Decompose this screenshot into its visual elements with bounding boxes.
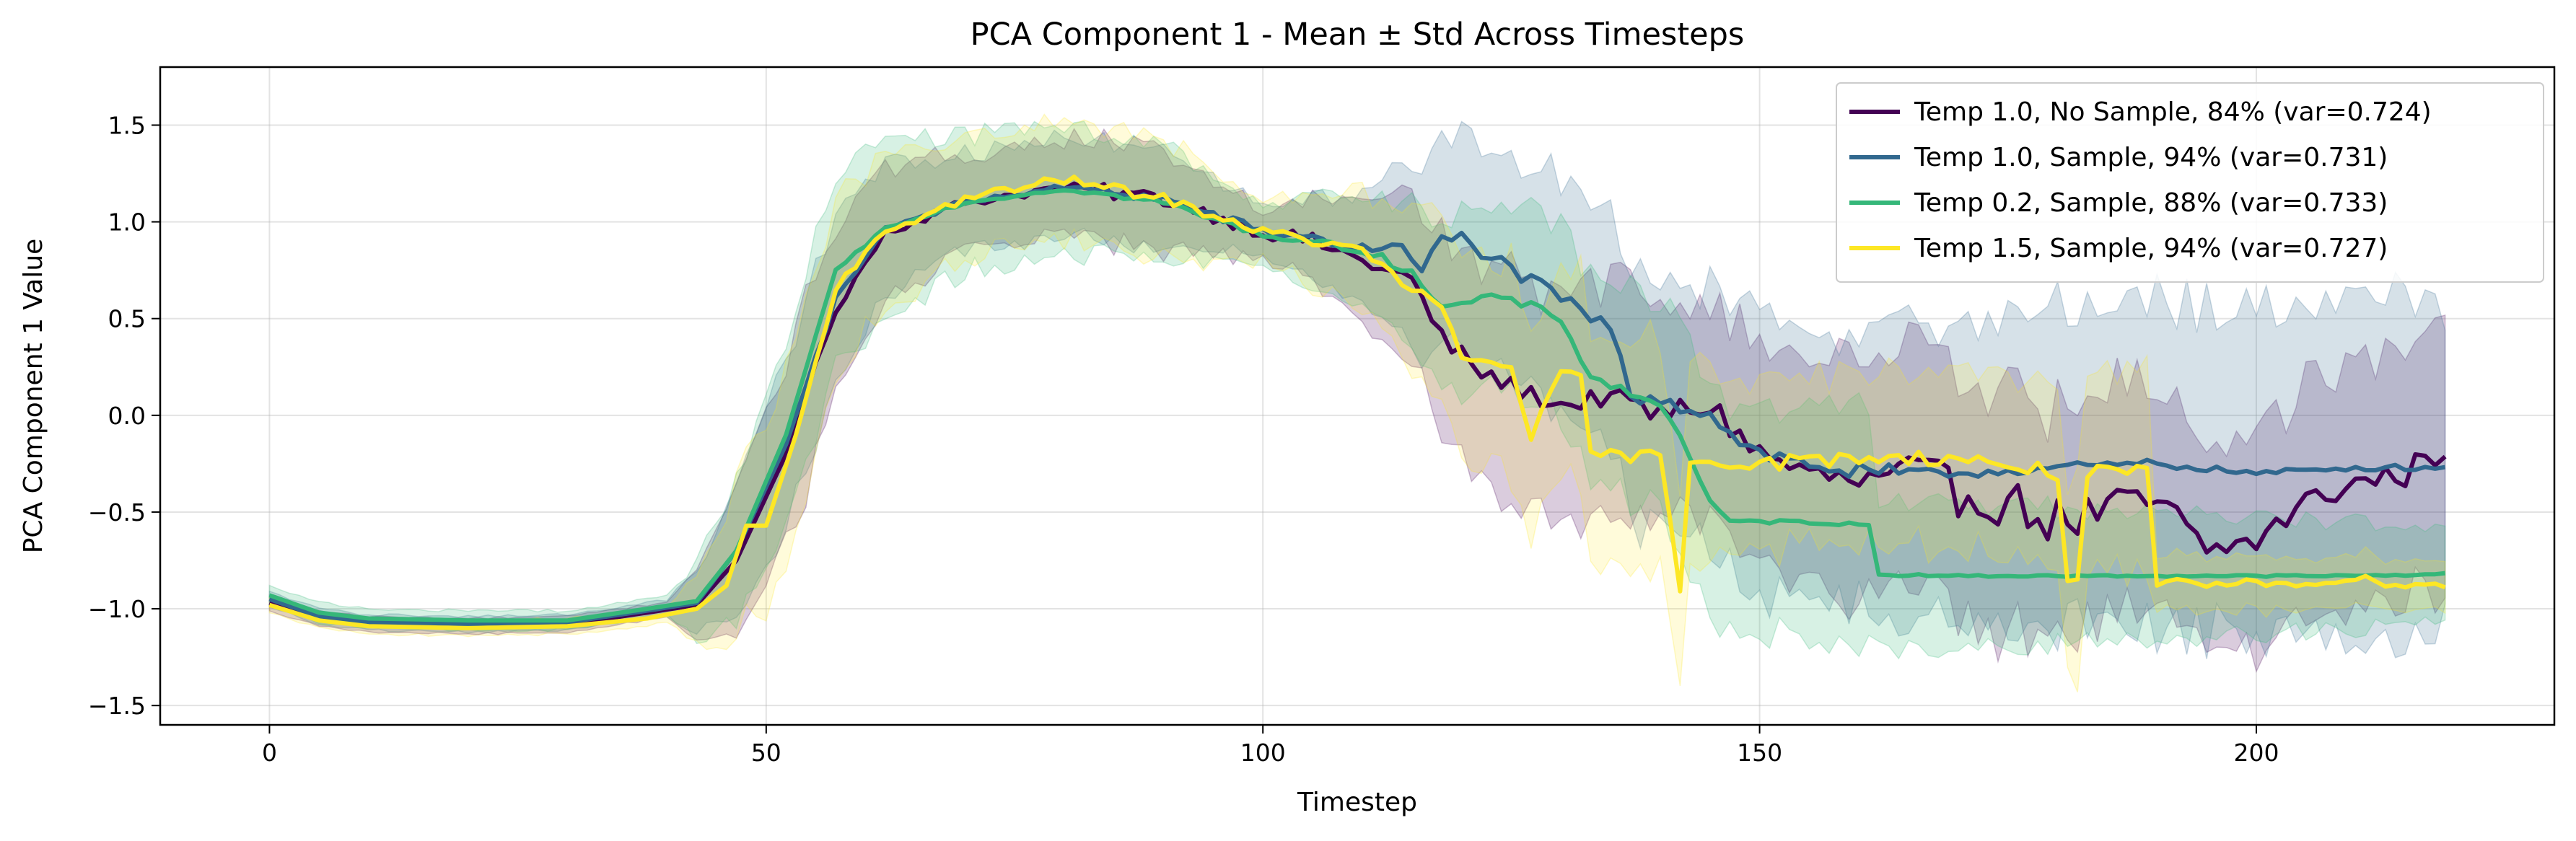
- x-tick-label: 150: [1737, 739, 1782, 767]
- legend-box: [1836, 82, 2544, 283]
- mean-line-series-4: [268, 175, 2446, 630]
- mean-line-series-3: [268, 188, 2445, 623]
- legend-label: Temp 1.5, Sample, 94% (var=0.727): [1914, 234, 2388, 263]
- plot-frame: [159, 66, 2556, 726]
- chart-title: PCA Component 1 - Mean ± Std Across Time…: [971, 17, 1745, 53]
- std-band-series-3: [268, 120, 2446, 660]
- x-axis-label: Timestep: [1297, 788, 1417, 817]
- y-tick-label: 1.0: [108, 208, 146, 237]
- std-band-series-1: [268, 128, 2446, 674]
- y-tick-label: −1.0: [88, 595, 146, 623]
- legend-label: Temp 1.0, No Sample, 84% (var=0.724): [1914, 97, 2432, 127]
- x-tick-label: 200: [2233, 739, 2279, 767]
- x-tick-label: 50: [751, 739, 781, 767]
- x-tick-label: 0: [262, 739, 277, 767]
- y-axis-label: PCA Component 1 Value: [19, 239, 48, 554]
- legend: Temp 1.0, No Sample, 84% (var=0.724) Temp…: [1836, 82, 2544, 283]
- y-tick-label: 0.0: [108, 402, 146, 430]
- std-band-series-4: [268, 113, 2446, 692]
- y-tick-label: −1.5: [88, 692, 146, 720]
- x-axis-ticks: 0 50 100 150 200: [262, 725, 2279, 767]
- std-bands: [268, 113, 2446, 692]
- y-tick-label: 0.5: [108, 305, 146, 333]
- y-tick-label: −0.5: [88, 498, 146, 527]
- y-axis-ticks: −1.5 −1.0 −0.5 0.0 0.5 1.0 1.5: [88, 111, 160, 720]
- legend-label: Temp 0.2, Sample, 88% (var=0.733): [1914, 188, 2388, 218]
- mean-lines: [268, 175, 2447, 630]
- std-band-series-2: [268, 120, 2446, 659]
- x-tick-label: 100: [1240, 739, 1286, 767]
- y-tick-label: 1.5: [108, 111, 146, 139]
- legend-label: Temp 1.0, Sample, 94% (var=0.731): [1914, 143, 2388, 172]
